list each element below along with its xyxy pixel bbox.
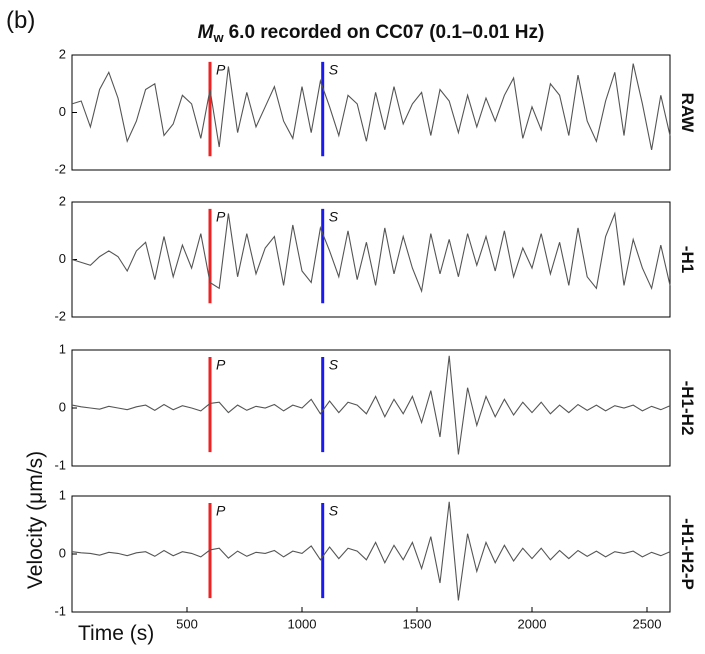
trace-label: -H1-H2 [678,381,697,436]
phase-label: P [216,357,226,373]
y-tick-label: 1 [59,341,66,356]
y-tick-label: 0 [59,399,66,414]
x-tick-label: 2000 [518,616,547,631]
phase-label: P [216,62,226,78]
y-tick-label: -1 [54,457,66,472]
y-axis-label: Velocity (μm/s) [24,451,47,589]
x-tick-label: 1000 [288,616,317,631]
y-tick-label: 2 [59,46,66,61]
phase-label: P [216,209,226,225]
y-tick-label: 0 [59,545,66,560]
y-tick-label: 0 [59,251,66,266]
waveform [71,63,671,151]
plot-frame [71,495,671,613]
trace-label: RAW [678,93,697,134]
y-tick-label: 0 [59,104,66,119]
trace-label: -H1-H2-P [678,518,697,590]
phase-label: P [216,503,226,519]
waveform [71,355,671,455]
trace-label: -H1 [678,246,697,273]
y-tick-label: 2 [59,193,66,208]
plot-frame [71,54,671,171]
x-axis-label: Time (s) [78,622,154,645]
x-tick-label: 500 [176,616,198,631]
y-tick-label: -2 [54,161,66,176]
plot-frame [71,201,671,318]
phase-label: S [329,209,339,225]
x-tick-label: 2500 [633,616,662,631]
x-tick-label: 1500 [403,616,432,631]
y-tick-label: -1 [54,603,66,618]
waveform [71,211,671,294]
phase-label: S [329,357,339,373]
phase-label: S [329,62,339,78]
title-text: 6.0 recorded on CC07 (0.1–0.01 Hz) [229,22,545,43]
y-tick-label: -2 [54,308,66,323]
chart-title: Mw 6.0 recorded on CC07 (0.1–0.01 Hz) [198,22,545,45]
panel-label: (b) [6,7,35,34]
title-subscript: w [212,30,224,45]
title-symbol: M [198,22,215,43]
phase-label: S [329,503,339,519]
waveform [71,501,671,601]
plot-frame [71,349,671,467]
y-tick-label: 1 [59,487,66,502]
